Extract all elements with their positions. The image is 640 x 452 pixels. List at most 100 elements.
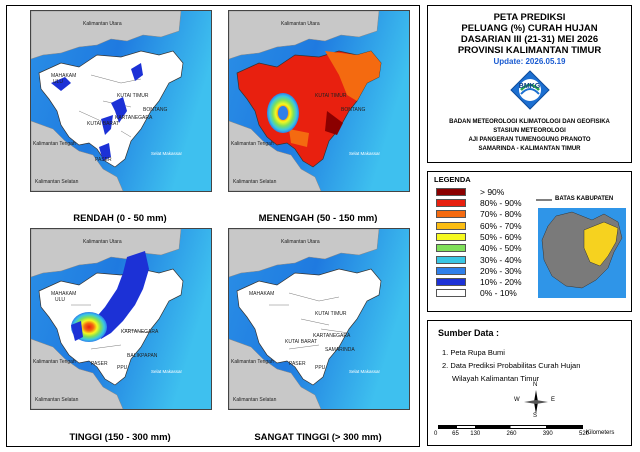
legend-item: 50% - 60% [436,232,522,242]
legend-swatch [436,278,466,287]
map-panel-rendah: Kalimantan Utara Kalimantan Tengah Kalim… [30,10,212,192]
label-kutai-barat: KUTAI BARAT [87,121,119,127]
org-line-4: SAMARINDA - KALIMANTAN TIMUR [478,146,581,152]
legend-item: 40% - 50% [436,243,522,254]
compass-e: E [551,397,556,403]
scale-tick-label: 65 [452,431,459,437]
label-kartanegara: KARTANEGARA [115,115,153,121]
scale-tick-label: 0 [434,431,438,437]
caption-tinggi: TINGGI (150 - 300 mm) [69,432,171,443]
map-panel-tinggi: Kalimantan Utara Kalimantan Tengah Kalim… [30,228,212,410]
source-title: Sumber Data : [438,328,500,338]
update-date: Update: 2026.05.19 [493,57,566,66]
legend-label: > 90% [480,186,505,197]
scale-tick-label: 130 [470,431,481,437]
legend-item: 60% - 70% [436,221,522,231]
label-samarinda-4: SAMARINDA [325,347,355,353]
compass-w: W [514,397,520,403]
label-kutai-barat-4: KUTAI BARAT [285,339,317,345]
label-bontang: BONTANG [143,107,167,113]
legend-swatch [436,244,466,253]
label-kartanegara-4: KARTANEGARA [313,333,351,339]
scale-bar [438,425,583,429]
legend-label: 50% - 60% [480,231,522,242]
legend-swatch [436,289,466,298]
label-kalteng-3: Kalimantan Tengah [33,359,76,365]
bmkg-logo-icon [509,70,550,110]
legend-item: 0% - 10% [436,288,517,299]
label-kutai-timur-4: KUTAI TIMUR [315,311,347,317]
legend-item: 20% - 30% [436,266,522,276]
label-ppu-3: PPU [117,365,128,371]
title-line-2: PELUANG (%) CURAH HUJAN [461,23,598,34]
legend-label: 60% - 70% [480,220,522,231]
org-line-1: BADAN METEOROLOGI KLIMATOLOGI DAN GEOFIS… [449,119,610,125]
boundary-label: BATAS KABUPATEN [555,196,614,202]
label-bontang-2: BONTANG [341,107,365,113]
legend-label: 20% - 30% [480,265,522,276]
label-kalsel-4: Kalimantan Selatan [233,397,277,403]
label-kalsel-3: Kalimantan Selatan [35,397,79,403]
label-paser-3: PASER [91,361,108,367]
label-paser: PASER [95,157,112,163]
label-kartanegara-3: KARTANEGARA [121,329,159,335]
compass-s: S [533,413,538,419]
label-kalteng-2: Kalimantan Tengah [231,141,274,147]
source-item-2a: 2. Data Prediksi Probabilitas Curah Huja… [442,361,581,370]
label-kalteng: Kalimantan Tengah [33,141,76,147]
label-makassar-4: Selat Makassar [349,369,381,374]
map-panel-sangat-tinggi: Kalimantan Utara Kalimantan Tengah Kalim… [228,228,410,410]
legend-item: 10% - 20% [436,277,522,287]
label-makassar: Selat Makassar [151,151,183,156]
label-kaltara: Kalimantan Utara [83,21,122,27]
label-makassar-2: Selat Makassar [349,151,381,156]
label-kutai-timur: KUTAI TIMUR [117,93,149,99]
legend-label: 70% - 80% [480,209,522,220]
label-kaltara-3: Kalimantan Utara [83,239,122,245]
source-box: Sumber Data : 1. Peta Rupa Bumi 2. Data … [427,320,632,446]
legend-swatch [436,232,466,241]
legend-swatch [436,199,466,208]
legend-label: 0% - 10% [480,288,517,299]
title-box: PETA PREDIKSI PELUANG (%) CURAH HUJAN DA… [427,5,632,163]
legend-swatch [436,255,466,264]
label-kalteng-4: Kalimantan Tengah [231,359,274,365]
map-sangat-tinggi: Kalimantan Utara Kalimantan Tengah Kalim… [229,229,409,409]
inset-borneo-map [538,208,626,298]
legend-label: 80% - 90% [480,198,522,209]
legend-swatch [436,187,466,196]
legend-label: 10% - 20% [480,277,522,288]
legend-swatch [436,266,466,275]
legend-item: 80% - 90% [436,198,522,208]
label-mahakam-4: MAHAKAM [249,291,274,297]
legend-item: 70% - 80% [436,209,522,220]
legend-swatch [436,210,466,219]
legend-swatch [436,221,466,230]
scale-tick-label: 390 [542,431,553,437]
label-kaltara-4: Kalimantan Utara [281,239,320,245]
org-line-3: AJI PANGERAN TUMENGGUNG PRANOTO [468,137,591,143]
legend-label: 30% - 40% [480,254,522,265]
source-item-2b: Wilayah Kalimantan Timur [452,374,540,383]
scale-tick-label: 520 [579,431,590,437]
label-kalsel-2: Kalimantan Selatan [233,179,277,185]
map-panel-menengah: Kalimantan Utara Kalimantan Tengah Kalim… [228,10,410,192]
label-kutai-timur-2: KUTAI TIMUR [315,93,347,99]
scale-tick-label: 260 [506,431,517,437]
caption-rendah: RENDAH (0 - 50 mm) [73,213,167,224]
caption-sangat-tinggi: SANGAT TINGGI (> 300 mm) [254,432,382,443]
legend-item: 30% - 40% [436,255,522,265]
caption-menengah: MENENGAH (50 - 150 mm) [258,213,378,224]
legend-label: 40% - 50% [480,243,522,254]
compass-icon [524,390,548,414]
title-line-1: PETA PREDIKSI [493,12,566,23]
label-kalsel: Kalimantan Selatan [35,179,79,185]
label-balikpapan-3: BALIKPAPAN [127,353,158,359]
label-makassar-3: Selat Makassar [151,369,183,374]
label-ppu-4: PPU [315,365,326,371]
map-tinggi: Kalimantan Utara Kalimantan Tengah Kalim… [31,229,211,409]
bmkg-logo: BMKG [509,70,550,116]
map-menengah: Kalimantan Utara Kalimantan Tengah Kalim… [229,11,409,191]
legend-box: LEGENDA > 90% 80% - 90% 70% - 80% 60% - 70%… [427,171,632,312]
label-paser-4: PASER [289,361,306,367]
